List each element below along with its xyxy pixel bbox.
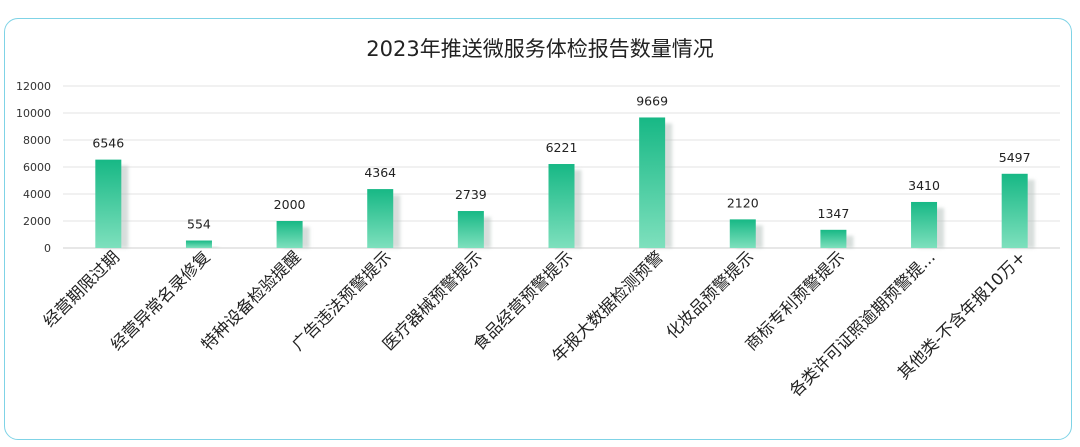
x-tick-label: 经营期限过期 <box>40 247 123 330</box>
y-tick-label: 6000 <box>23 161 51 174</box>
data-label: 2739 <box>455 187 487 202</box>
y-tick-label: 10000 <box>16 107 51 120</box>
y-tick-label: 2000 <box>23 215 51 228</box>
bar <box>639 117 666 248</box>
chart-frame <box>4 18 1072 440</box>
y-axis-ticks: 0 2000 4000 6000 8000 10000 12000 <box>16 80 51 255</box>
data-label: 6221 <box>546 140 578 155</box>
data-label: 2120 <box>727 195 759 210</box>
bar <box>367 189 394 248</box>
y-tick-label: 12000 <box>16 80 51 93</box>
x-tick-label: 特种设备检验提醒 <box>198 247 305 354</box>
bar <box>276 221 303 248</box>
x-tick-label: 化妆品预警提示 <box>662 247 757 342</box>
chart-title: 2023年推送微服务体检报告数量情况 <box>366 37 714 61</box>
x-tick-label: 医疗器械预警提示 <box>379 247 486 354</box>
data-label: 2000 <box>274 197 306 212</box>
x-tick-label: 广告违法预警提示 <box>288 247 395 354</box>
x-axis-ticks: 经营期限过期经营异常名录修复特种设备检验提醒广告违法预警提示医疗器械预警提示食品… <box>40 247 1030 400</box>
data-label: 554 <box>187 217 211 232</box>
x-tick-label: 各类许可证照逾期预警提... <box>786 247 939 400</box>
bar <box>185 240 212 248</box>
y-tick-label: 4000 <box>23 188 51 201</box>
data-label: 1347 <box>818 206 850 221</box>
x-tick-label: 经营异常名录修复 <box>107 247 214 354</box>
bar <box>95 159 122 248</box>
bar <box>911 201 938 248</box>
data-label: 6546 <box>92 136 124 151</box>
y-tick-label: 0 <box>44 242 51 255</box>
data-label: 4364 <box>364 165 396 180</box>
data-label: 9669 <box>636 93 668 108</box>
bar <box>820 229 847 248</box>
x-tick-label: 商标专利预警提示 <box>741 247 848 354</box>
bar <box>548 164 575 248</box>
bar <box>1001 173 1028 248</box>
y-tick-label: 8000 <box>23 134 51 147</box>
bar <box>457 211 484 248</box>
data-label: 3410 <box>908 178 940 193</box>
data-labels: 6546 554 2000 4364 2739 6221 9669 2120 1347 3410 5… <box>92 93 1030 231</box>
bar <box>729 219 756 248</box>
x-tick-label: 食品经营预警提示 <box>470 247 577 354</box>
data-label: 5497 <box>999 150 1031 165</box>
bars <box>95 117 1035 248</box>
